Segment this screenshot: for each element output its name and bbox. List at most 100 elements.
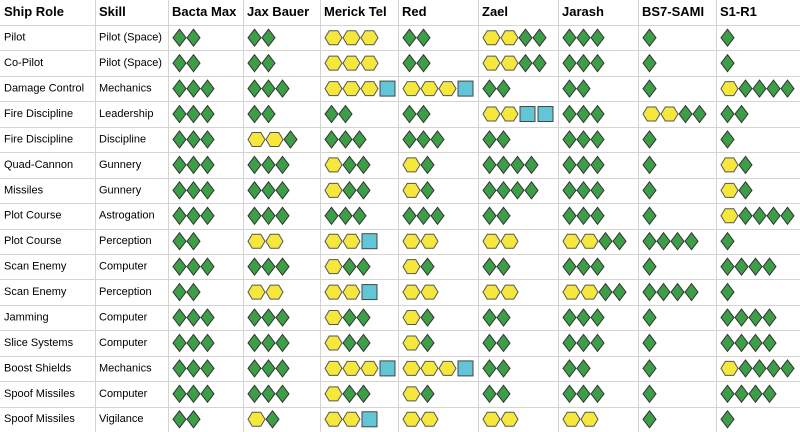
- boost-die: [537, 106, 554, 123]
- ability-die: [562, 333, 577, 353]
- column-header: Zael: [482, 4, 508, 19]
- ability-die: [532, 53, 547, 73]
- ability-die: [247, 384, 262, 404]
- ability-die: [590, 206, 605, 226]
- proficiency-die: [402, 284, 421, 300]
- ability-die: [642, 28, 657, 48]
- ability-die: [496, 308, 511, 327]
- ability-die: [247, 308, 262, 327]
- ship-role: Fire Discipline: [4, 133, 73, 145]
- proficiency-die: [500, 284, 519, 300]
- ability-die: [247, 206, 262, 226]
- ability-die: [752, 79, 767, 98]
- proficiency-die: [360, 360, 379, 376]
- ability-die: [338, 130, 353, 149]
- proficiency-die: [324, 259, 343, 275]
- ability-die: [590, 104, 605, 124]
- ability-die: [734, 104, 749, 124]
- ability-die: [416, 53, 431, 73]
- ship-role: Boost Shields: [4, 362, 72, 374]
- ability-die: [562, 79, 577, 98]
- ship-role: Plot Course: [4, 210, 61, 222]
- proficiency-die: [247, 411, 266, 427]
- ability-die: [576, 359, 591, 378]
- ability-die: [576, 104, 591, 124]
- skill: Pilot (Space): [99, 32, 162, 44]
- ability-die: [720, 384, 735, 404]
- proficiency-die: [402, 259, 421, 275]
- ability-die: [752, 206, 767, 226]
- ability-die: [780, 206, 795, 226]
- ability-die: [518, 53, 533, 73]
- ability-die: [200, 130, 215, 149]
- ability-die: [356, 257, 371, 276]
- ability-die: [734, 333, 749, 353]
- ability-die: [720, 282, 735, 302]
- proficiency-die: [482, 55, 501, 71]
- ability-die: [642, 308, 657, 327]
- proficiency-die: [324, 284, 343, 300]
- column-header: Jax Bauer: [247, 4, 309, 19]
- proficiency-die: [247, 233, 266, 249]
- proficiency-die: [324, 30, 343, 46]
- ability-die: [496, 333, 511, 353]
- ability-die: [172, 155, 187, 175]
- ability-die: [247, 28, 262, 48]
- ability-die: [186, 155, 201, 175]
- ability-die: [562, 206, 577, 226]
- ability-die: [562, 130, 577, 149]
- proficiency-die: [500, 411, 519, 427]
- proficiency-die: [342, 30, 361, 46]
- boost-die: [519, 106, 536, 123]
- proficiency-die: [420, 81, 439, 97]
- proficiency-die: [324, 310, 343, 326]
- ability-die: [247, 79, 262, 98]
- proficiency-die: [642, 106, 661, 122]
- ability-die: [720, 104, 735, 124]
- ability-die: [738, 206, 753, 226]
- proficiency-die: [247, 131, 266, 147]
- proficiency-die: [324, 335, 343, 351]
- ability-die: [402, 130, 417, 149]
- ability-die: [562, 53, 577, 73]
- ability-die: [356, 384, 371, 404]
- ability-die: [342, 257, 357, 276]
- ability-die: [684, 282, 699, 302]
- ability-die: [356, 181, 371, 200]
- ability-die: [186, 308, 201, 327]
- ship-role: Scan Enemy: [4, 286, 67, 298]
- ability-die: [590, 333, 605, 353]
- proficiency-die: [500, 233, 519, 249]
- ability-die: [766, 359, 781, 378]
- ability-die: [172, 359, 187, 378]
- ability-die: [275, 155, 290, 175]
- ability-die: [734, 308, 749, 327]
- ability-die: [496, 384, 511, 404]
- ability-die: [482, 359, 497, 378]
- ability-die: [247, 53, 262, 73]
- proficiency-die: [324, 411, 343, 427]
- ability-die: [324, 130, 339, 149]
- ability-die: [275, 257, 290, 276]
- boost-die: [379, 360, 396, 377]
- ability-die: [562, 384, 577, 404]
- proficiency-die: [500, 106, 519, 122]
- ability-die: [172, 130, 187, 149]
- ability-die: [186, 206, 201, 226]
- ability-die: [738, 359, 753, 378]
- ability-die: [752, 359, 767, 378]
- proficiency-die: [402, 386, 421, 402]
- ability-die: [496, 257, 511, 276]
- ability-die: [172, 384, 187, 404]
- proficiency-die: [342, 55, 361, 71]
- ability-die: [738, 181, 753, 200]
- boost-die: [361, 284, 378, 301]
- ability-die: [261, 79, 276, 98]
- ability-die: [496, 155, 511, 175]
- column-header: Bacta Max: [172, 4, 237, 19]
- ability-die: [186, 359, 201, 378]
- ability-die: [590, 130, 605, 149]
- ability-die: [200, 79, 215, 98]
- ability-die: [720, 333, 735, 353]
